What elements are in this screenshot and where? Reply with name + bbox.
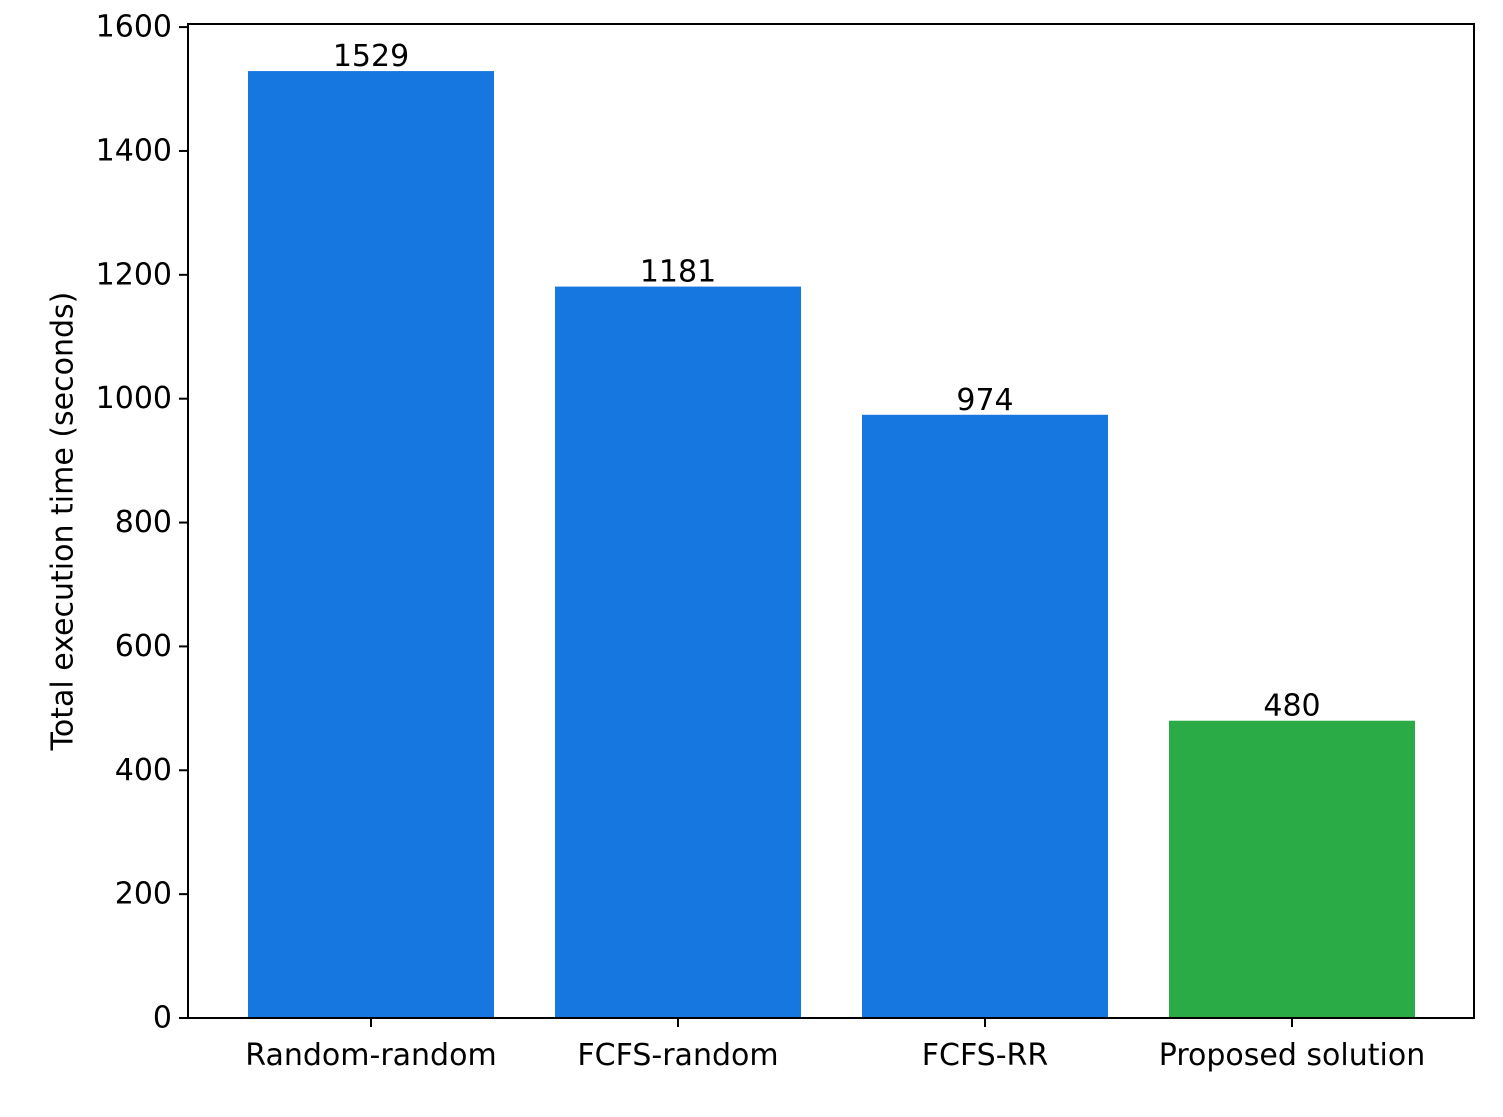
bar-fcfs-random	[555, 286, 801, 1018]
bar-value-label: 974	[956, 383, 1013, 418]
plot-frame	[187, 23, 1475, 1019]
x-tick-label: Proposed solution	[1159, 1038, 1425, 1073]
bar-fcfs-rr	[862, 414, 1108, 1018]
bar-value-label: 480	[1263, 689, 1320, 724]
y-tick-label: 1000	[96, 381, 172, 416]
y-tick-label: 400	[115, 753, 172, 788]
x-axis: Random-random FCFS-random FCFS-RR Proposed …	[245, 1018, 1425, 1073]
y-axis-label: Total execution time (seconds)	[46, 292, 81, 752]
x-tick-label: FCFS-RR	[922, 1038, 1049, 1073]
y-tick-label: 800	[115, 505, 172, 540]
y-tick-label: 1600	[96, 10, 172, 45]
bar-random-random	[248, 71, 494, 1018]
y-tick-label: 200	[115, 877, 172, 912]
bars-layer	[248, 71, 1415, 1018]
y-axis: 0 200 400 600 800 1000 1200 1400 1600	[96, 10, 188, 1036]
y-tick-label: 0	[153, 1001, 172, 1036]
y-tick-label: 600	[115, 629, 172, 664]
bar-value-label: 1181	[640, 255, 716, 290]
bar-labels-layer: 1529 1181 974 480	[333, 39, 1321, 724]
bar-proposed-solution	[1169, 720, 1415, 1018]
y-tick-label: 1200	[96, 257, 172, 292]
y-tick-label: 1400	[96, 133, 172, 168]
bar-value-label: 1529	[333, 39, 409, 74]
x-tick-label: FCFS-random	[577, 1038, 778, 1073]
x-tick-label: Random-random	[245, 1038, 496, 1073]
